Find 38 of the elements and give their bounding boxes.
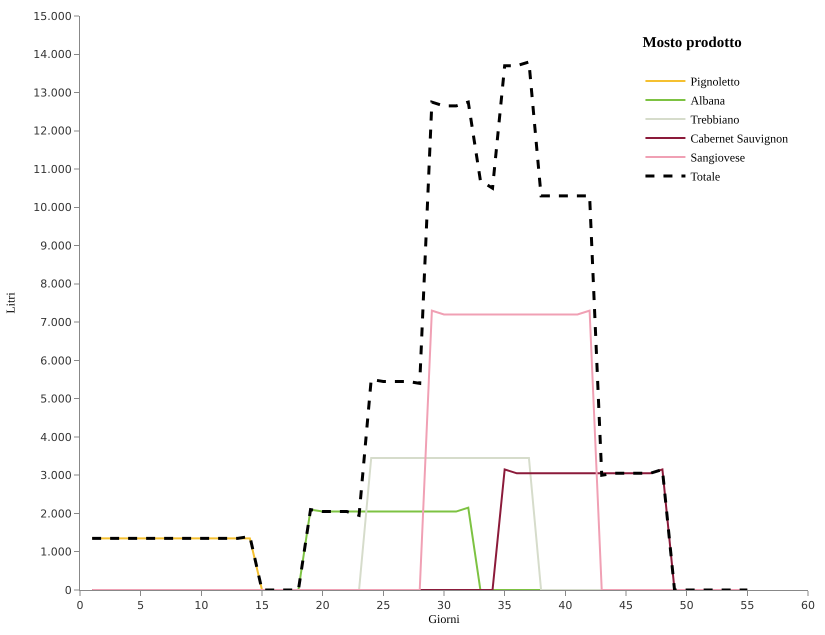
y-tick-label: 13.000 [33, 86, 72, 100]
legend-title: Mosto prodotto [642, 34, 742, 51]
x-tick-label: 40 [558, 599, 572, 612]
x-tick-label: 35 [498, 599, 512, 612]
legend-label: Albana [690, 94, 726, 108]
legend-label: Cabernet Sauvignon [690, 132, 788, 146]
y-tick-label: 10.000 [33, 201, 72, 214]
y-tick-label: 9.000 [40, 239, 72, 252]
x-tick-label: 60 [801, 599, 815, 612]
legend-label: Trebbiano [690, 112, 740, 127]
x-tick-label: 5 [137, 599, 144, 612]
x-tick-label: 25 [376, 599, 390, 612]
y-tick-label: 6.000 [40, 354, 72, 368]
x-tick-label: 50 [680, 599, 694, 612]
x-tick-label: 0 [76, 599, 84, 612]
legend-label: Sangiovese [690, 150, 746, 165]
x-tick-label: 20 [316, 599, 330, 612]
y-tick-label: 3.000 [40, 469, 72, 482]
y-tick-label: 15.000 [33, 10, 72, 23]
y-tick-label: 11.000 [33, 162, 72, 176]
y-tick-label: 4.000 [40, 430, 72, 444]
x-tick-label: 45 [619, 599, 633, 612]
x-tick-label: 10 [194, 599, 208, 612]
y-tick-label: 0 [64, 584, 72, 597]
y-tick-label: 12.000 [33, 124, 72, 138]
y-axis-title: Litri [4, 292, 18, 314]
x-axis-title: Giorni [428, 612, 460, 626]
y-tick-label: 1.000 [40, 546, 72, 559]
legend-label: Totale [690, 170, 720, 184]
x-tick-label: 55 [740, 599, 754, 612]
y-tick-label: 2.000 [40, 507, 72, 520]
y-tick-label: 8.000 [40, 278, 72, 291]
y-tick-label: 5.000 [40, 392, 72, 406]
x-tick-label: 30 [437, 599, 451, 612]
y-tick-label: 14.000 [33, 48, 72, 62]
x-tick-label: 15 [255, 599, 269, 612]
legend-label: Pignoletto [690, 74, 740, 89]
y-tick-label: 7.000 [40, 316, 72, 329]
